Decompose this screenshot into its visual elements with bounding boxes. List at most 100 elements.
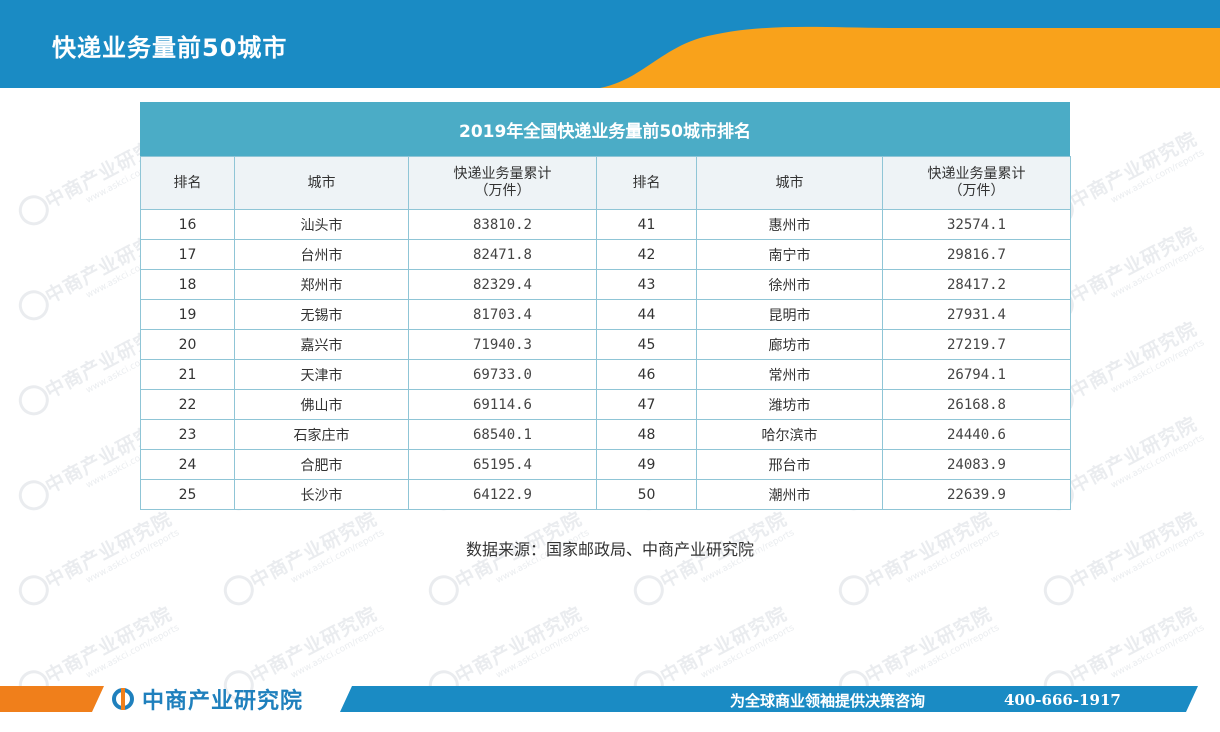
watermark-text: 中商产业研究院	[246, 602, 381, 688]
cell-city: 郑州市	[234, 269, 409, 300]
watermark-text: 中商产业研究院	[41, 602, 176, 688]
header-volume: 快递业务量累计 （万件）	[882, 156, 1071, 210]
cell-rank: 41	[596, 209, 697, 240]
table-row: 25 长沙市 64122.9 50 潮州市 22639.9	[140, 479, 1071, 510]
cell-city: 常州市	[696, 359, 883, 390]
table-row: 22 佛山市 69114.6 47 潍坊市 26168.8	[140, 389, 1071, 420]
watermark-text: 中商产业研究院	[861, 602, 996, 688]
footer-background	[0, 686, 1198, 712]
cell-city: 邢台市	[696, 449, 883, 480]
watermark-subtext: www.askci.com/reports	[1109, 147, 1207, 206]
cell-rank: 16	[140, 209, 235, 240]
table-row: 16 汕头市 83810.2 41 惠州市 32574.1	[140, 209, 1071, 240]
watermark-logo-icon	[13, 285, 55, 326]
cell-volume: 28417.2	[882, 269, 1071, 300]
cell-city: 合肥市	[234, 449, 409, 480]
cell-rank: 22	[140, 389, 235, 420]
cell-volume: 26168.8	[882, 389, 1071, 420]
cell-city: 台州市	[234, 239, 409, 270]
cell-city: 惠州市	[696, 209, 883, 240]
ranking-table-container: 2019年全国快递业务量前50城市排名 排名 城市 快递业务量累计 （万件） 排…	[140, 102, 1071, 510]
cell-volume: 68540.1	[408, 419, 597, 450]
cell-volume: 26794.1	[882, 359, 1071, 390]
watermark-text: 中商产业研究院	[1066, 507, 1201, 593]
logo-icon	[112, 688, 134, 710]
logo-text: 中商产业研究院	[142, 689, 304, 714]
cell-volume: 64122.9	[408, 479, 597, 510]
cell-rank: 23	[140, 419, 235, 450]
table-row: 24 合肥市 65195.4 49 邢台市 24083.9	[140, 449, 1071, 480]
cell-rank: 25	[140, 479, 235, 510]
header-volume-unit: （万件）	[948, 183, 1005, 199]
cell-rank: 50	[596, 479, 697, 510]
watermark-subtext: www.askci.com/reports	[494, 622, 592, 681]
header-city: 城市	[234, 156, 409, 210]
watermark-text: 中商产业研究院	[656, 602, 791, 688]
watermark-text: 中商产业研究院	[451, 602, 586, 688]
cell-rank: 45	[596, 329, 697, 360]
cell-volume: 24083.9	[882, 449, 1071, 480]
cell-volume: 82471.8	[408, 239, 597, 270]
cell-volume: 81703.4	[408, 299, 597, 330]
watermark-logo-icon	[13, 380, 55, 421]
cell-city: 廊坊市	[696, 329, 883, 360]
header-volume-label: 快递业务量累计	[927, 166, 1026, 182]
header-volume-unit: （万件）	[474, 183, 531, 199]
table-row: 19 无锡市 81703.4 44 昆明市 27931.4	[140, 299, 1071, 330]
watermark-text: 中商产业研究院	[1066, 317, 1201, 403]
cell-rank: 18	[140, 269, 235, 300]
cell-volume: 24440.6	[882, 419, 1071, 450]
watermark-subtext: www.askci.com/reports	[1109, 337, 1207, 396]
cell-volume: 69114.6	[408, 389, 597, 420]
ranking-table: 排名 城市 快递业务量累计 （万件） 排名 城市 快递业务量累计 （万件） 16…	[140, 156, 1071, 510]
cell-volume: 27931.4	[882, 299, 1071, 330]
cell-city: 天津市	[234, 359, 409, 390]
watermark-text: 中商产业研究院	[1066, 412, 1201, 498]
cell-rank: 20	[140, 329, 235, 360]
watermark-logo-icon	[1038, 570, 1080, 611]
watermark-text: 中商产业研究院	[1066, 602, 1201, 688]
cell-rank: 43	[596, 269, 697, 300]
cell-city: 嘉兴市	[234, 329, 409, 360]
watermark-subtext: www.askci.com/reports	[699, 622, 797, 681]
table-row: 17 台州市 82471.8 42 南宁市 29816.7	[140, 239, 1071, 270]
cell-rank: 49	[596, 449, 697, 480]
table-row: 21 天津市 69733.0 46 常州市 26794.1	[140, 359, 1071, 390]
cell-city: 南宁市	[696, 239, 883, 270]
cell-rank: 17	[140, 239, 235, 270]
table-header-row: 排名 城市 快递业务量累计 （万件） 排名 城市 快递业务量累计 （万件）	[140, 156, 1071, 210]
watermark-subtext: www.askci.com/reports	[904, 622, 1002, 681]
data-source-note: 数据来源：国家邮政局、中商产业研究院	[465, 540, 754, 559]
cell-city: 哈尔滨市	[696, 419, 883, 450]
watermark-text: 中商产业研究院	[1066, 127, 1201, 213]
watermark-logo-icon	[628, 570, 670, 611]
cell-city: 潮州市	[696, 479, 883, 510]
cell-rank: 44	[596, 299, 697, 330]
watermark-subtext: www.askci.com/reports	[84, 622, 182, 681]
header-volume: 快递业务量累计 （万件）	[408, 156, 597, 210]
cell-volume: 22639.9	[882, 479, 1071, 510]
watermark-logo-icon	[218, 570, 260, 611]
watermark-logo-icon	[13, 475, 55, 516]
cell-city: 佛山市	[234, 389, 409, 420]
header-background	[0, 0, 1220, 88]
watermark-subtext: www.askci.com/reports	[289, 622, 387, 681]
cell-rank: 46	[596, 359, 697, 390]
cell-rank: 48	[596, 419, 697, 450]
watermark-logo-icon	[13, 190, 55, 231]
header-volume-label: 快递业务量累计	[453, 166, 552, 182]
cell-volume: 32574.1	[882, 209, 1071, 240]
cell-rank: 21	[140, 359, 235, 390]
watermark-text: 中商产业研究院	[1066, 222, 1201, 308]
header-city: 城市	[696, 156, 883, 210]
watermark-subtext: www.askci.com/reports	[1109, 432, 1207, 491]
footer-banner: 中商产业研究院 为全球商业领袖提供决策咨询 400-666-1917	[0, 686, 1220, 719]
cell-volume: 65195.4	[408, 449, 597, 480]
cell-city: 汕头市	[234, 209, 409, 240]
cell-volume: 71940.3	[408, 329, 597, 360]
table-row: 23 石家庄市 68540.1 48 哈尔滨市 24440.6	[140, 419, 1071, 450]
